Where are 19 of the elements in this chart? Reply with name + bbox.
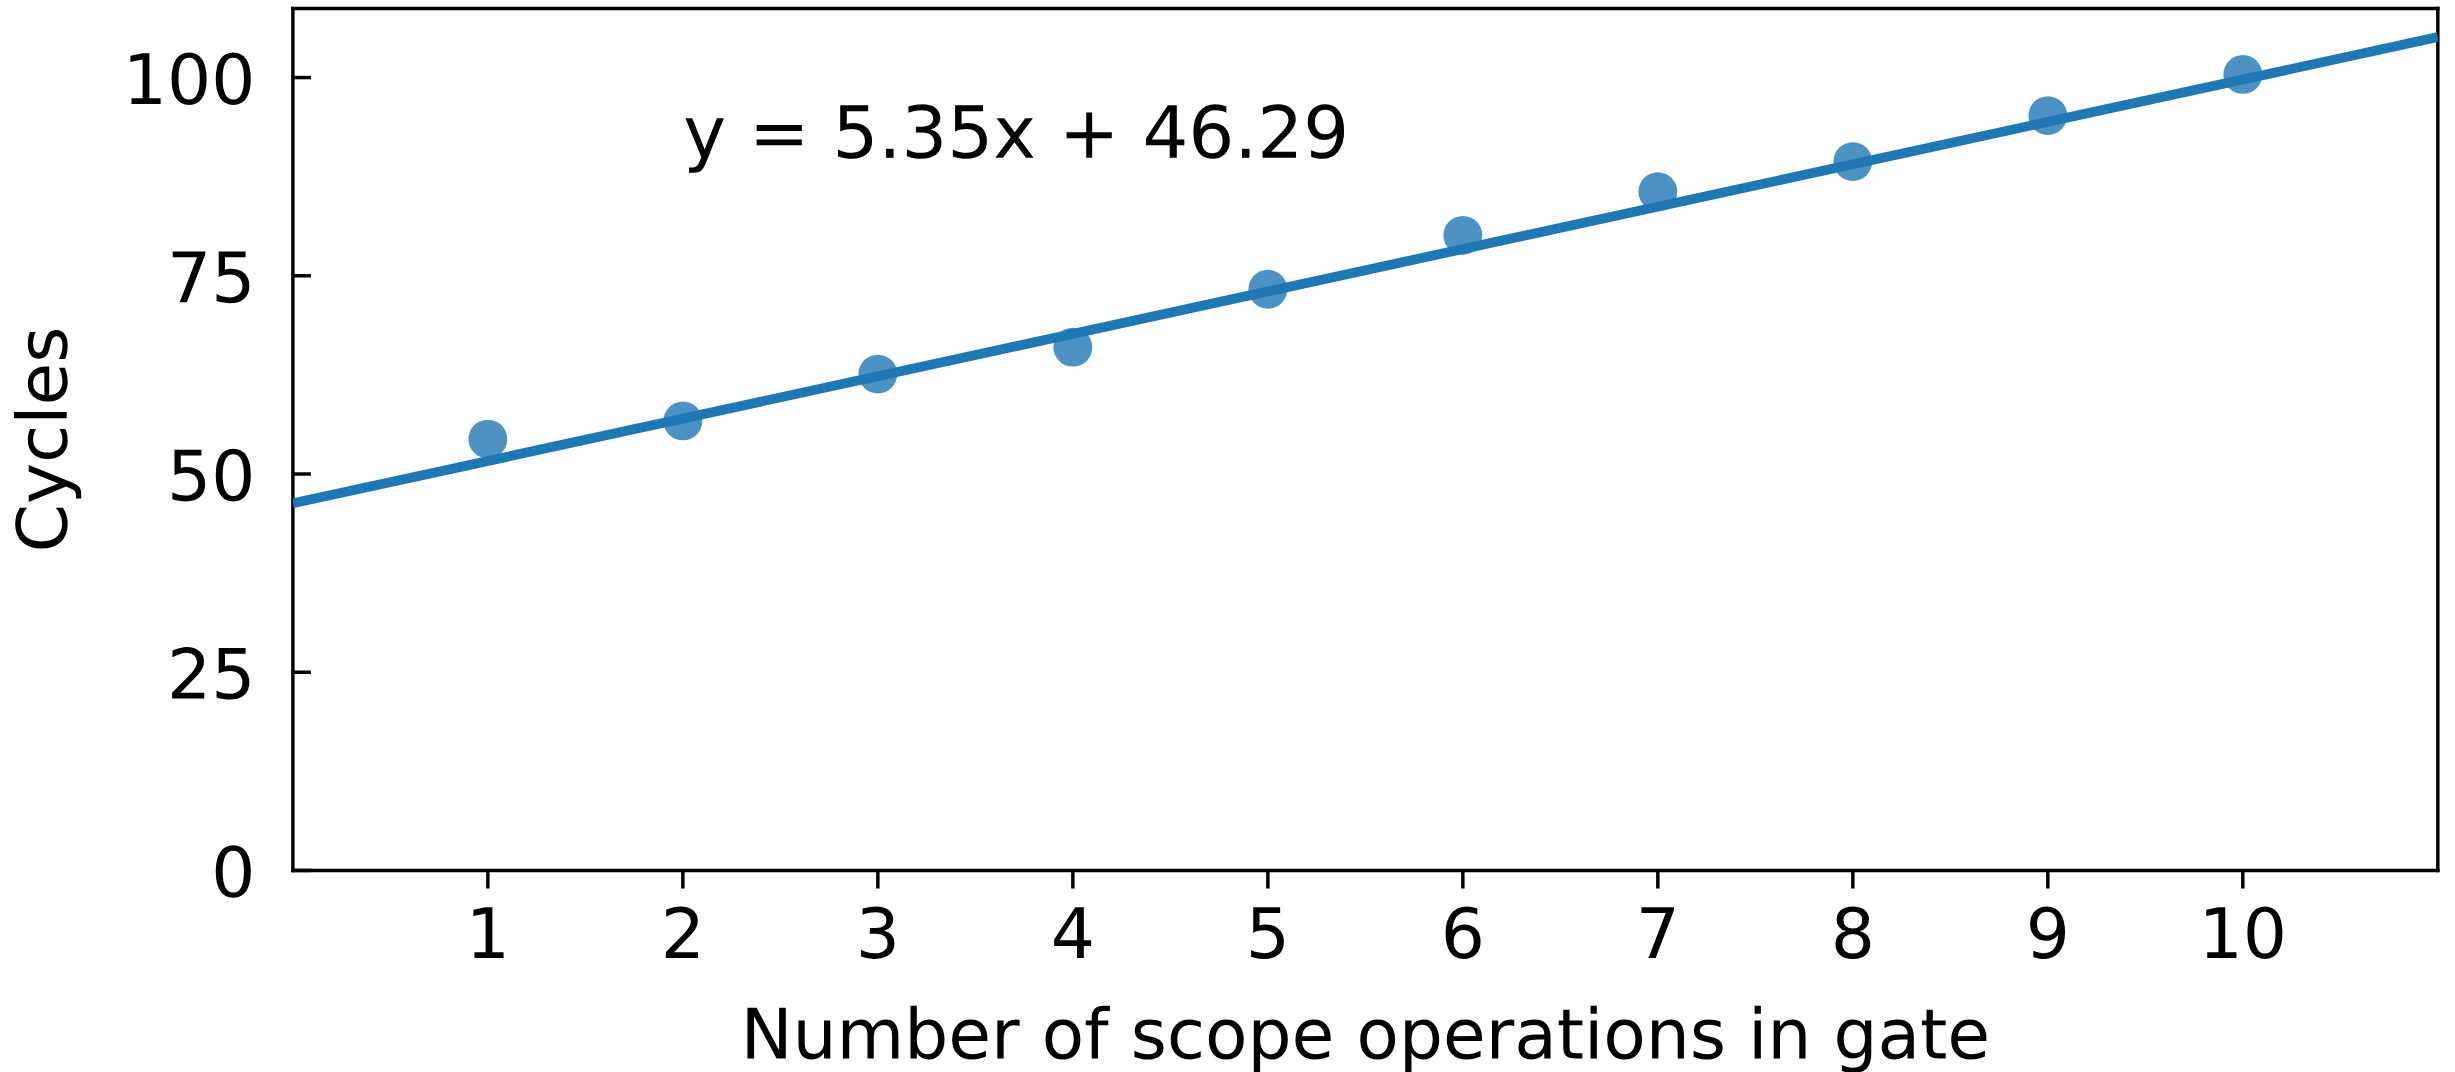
x-tick-label: 7 bbox=[1641, 907, 1674, 958]
point bbox=[468, 419, 508, 459]
x-tick-label: 5 bbox=[1251, 907, 1284, 959]
y-tick-label: 75 bbox=[172, 251, 250, 304]
x-tick-label: 8 bbox=[1835, 906, 1871, 959]
x-tick-label: 9 bbox=[2030, 906, 2066, 959]
annotation: y = 5.35x + 46.29 bbox=[685, 104, 1345, 173]
y-axis-title: Cycles bbox=[13, 329, 82, 549]
y-tick-label: 0 bbox=[215, 845, 251, 898]
x-axis-title: Number of scope operations in gate bbox=[747, 1005, 1987, 1072]
y-tick-label: 25 bbox=[172, 647, 250, 700]
y-tick-label: 50 bbox=[172, 448, 251, 502]
x-tick-label: 4 bbox=[1054, 907, 1092, 958]
y-tick-label: 100 bbox=[130, 52, 251, 105]
x-tick-label: 2 bbox=[665, 906, 699, 958]
x-tick-label: 1 bbox=[473, 907, 504, 958]
x-tick-label: 6 bbox=[1445, 906, 1481, 959]
x-tick-label: 3 bbox=[861, 906, 895, 959]
x-tick-label: 10 bbox=[2206, 906, 2283, 959]
